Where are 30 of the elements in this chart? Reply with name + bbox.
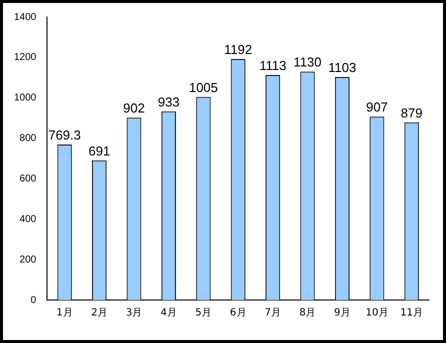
x-tick-label: 6月 — [230, 308, 246, 319]
y-tick-label: 400 — [20, 214, 37, 225]
data-label: 907 — [366, 100, 388, 115]
x-tick-label: 10月 — [366, 308, 388, 319]
data-label: 902 — [123, 100, 145, 116]
y-tick-label: 1000 — [14, 92, 37, 104]
y-tick-label: 200 — [20, 254, 37, 266]
x-tick-label: 2月 — [91, 308, 108, 319]
x-tick-label: 9月 — [334, 308, 350, 319]
x-tick-label: 1月 — [56, 308, 73, 319]
x-tick-label: 7月 — [264, 308, 282, 319]
data-label: 1192 — [224, 42, 252, 58]
x-tick-label: 3月 — [126, 308, 142, 319]
data-label: 1130 — [294, 54, 322, 70]
y-tick-label: 1400 — [14, 12, 37, 23]
data-label: 769.3 — [48, 128, 81, 143]
data-label: 1113 — [259, 58, 286, 74]
y-tick-label: 1200 — [14, 52, 37, 64]
x-tick-label: 5月 — [195, 308, 212, 319]
data-label: 1103 — [328, 60, 356, 76]
x-tick-label: 8月 — [299, 308, 316, 319]
data-label: 691 — [88, 143, 110, 158]
data-label: 879 — [400, 105, 422, 120]
y-tick-label: 0 — [30, 294, 37, 306]
x-tick-label: 4月 — [160, 308, 177, 319]
y-tick-label: 600 — [20, 173, 37, 184]
data-label: 1005 — [188, 80, 218, 95]
x-tick-label: 11月 — [400, 308, 424, 319]
data-label: 933 — [158, 94, 180, 110]
y-tick-label: 800 — [20, 133, 37, 144]
